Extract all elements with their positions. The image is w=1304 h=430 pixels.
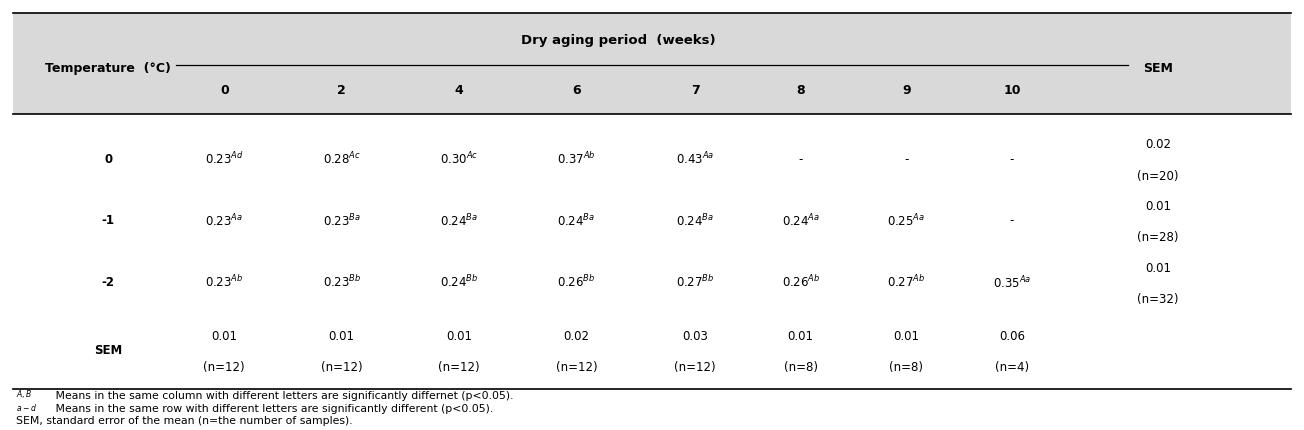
Text: 8: 8 xyxy=(797,84,805,97)
Text: SEM: SEM xyxy=(1144,62,1172,75)
Text: (n=12): (n=12) xyxy=(438,361,480,374)
Text: 0.26$^{Ab}$: 0.26$^{Ab}$ xyxy=(781,275,820,290)
Text: 2: 2 xyxy=(338,84,346,97)
Text: Means in the same column with different letters are significantly differnet (p<0: Means in the same column with different … xyxy=(52,390,514,401)
Text: 4: 4 xyxy=(455,84,463,97)
Text: -2: -2 xyxy=(102,276,115,289)
Text: 0.23$^{Bb}$: 0.23$^{Bb}$ xyxy=(322,275,361,290)
Text: -: - xyxy=(1009,214,1015,227)
Text: (n=32): (n=32) xyxy=(1137,293,1179,306)
Text: 0.24$^{Aa}$: 0.24$^{Aa}$ xyxy=(782,212,819,229)
Text: 0.27$^{Bb}$: 0.27$^{Bb}$ xyxy=(675,275,715,290)
Text: 0.01: 0.01 xyxy=(329,330,355,343)
Text: (n=12): (n=12) xyxy=(203,361,245,374)
Text: 0.01: 0.01 xyxy=(788,330,814,343)
Text: (n=28): (n=28) xyxy=(1137,231,1179,244)
Text: 0.28$^{Ac}$: 0.28$^{Ac}$ xyxy=(323,151,360,167)
Text: 0.23$^{Ab}$: 0.23$^{Ab}$ xyxy=(205,275,244,290)
Text: 0.01: 0.01 xyxy=(893,330,919,343)
Text: Dry aging period  (weeks): Dry aging period (weeks) xyxy=(520,34,716,47)
Text: 0.30$^{Ac}$: 0.30$^{Ac}$ xyxy=(439,151,479,167)
Text: (n=12): (n=12) xyxy=(674,361,716,374)
Text: 0.24$^{Bb}$: 0.24$^{Bb}$ xyxy=(439,275,479,290)
Text: 0.25$^{Aa}$: 0.25$^{Aa}$ xyxy=(888,212,925,229)
Text: $^{a-d}$: $^{a-d}$ xyxy=(16,403,37,414)
Text: 0.37$^{Ab}$: 0.37$^{Ab}$ xyxy=(557,151,596,167)
Text: 0.01: 0.01 xyxy=(446,330,472,343)
Text: 0.27$^{Ab}$: 0.27$^{Ab}$ xyxy=(887,275,926,290)
Text: -: - xyxy=(798,153,803,166)
Text: 0.23$^{Ba}$: 0.23$^{Ba}$ xyxy=(322,212,361,229)
Text: 0.01: 0.01 xyxy=(1145,200,1171,213)
Text: (n=12): (n=12) xyxy=(556,361,597,374)
Text: 0.02: 0.02 xyxy=(563,330,589,343)
Text: -1: -1 xyxy=(102,214,115,227)
Text: (n=12): (n=12) xyxy=(321,361,363,374)
Bar xyxy=(13,13,1291,114)
Text: SEM: SEM xyxy=(94,344,123,357)
Text: 10: 10 xyxy=(1003,84,1021,97)
Text: 0.26$^{Bb}$: 0.26$^{Bb}$ xyxy=(557,275,596,290)
Text: (n=20): (n=20) xyxy=(1137,170,1179,183)
Text: (n=8): (n=8) xyxy=(784,361,818,374)
Text: 0: 0 xyxy=(104,153,112,166)
Text: 0.35$^{Aa}$: 0.35$^{Aa}$ xyxy=(992,274,1031,291)
Text: 7: 7 xyxy=(691,84,699,97)
Text: 0.24$^{Ba}$: 0.24$^{Ba}$ xyxy=(675,212,715,229)
Text: 0.02: 0.02 xyxy=(1145,138,1171,151)
Text: 0.01: 0.01 xyxy=(1145,262,1171,275)
Text: 0.24$^{Ba}$: 0.24$^{Ba}$ xyxy=(439,212,479,229)
Text: 0.06: 0.06 xyxy=(999,330,1025,343)
Text: Temperature  (°C): Temperature (°C) xyxy=(46,62,171,75)
Text: $^{A,B}$: $^{A,B}$ xyxy=(16,390,31,401)
Text: 0.01: 0.01 xyxy=(211,330,237,343)
Text: 0.23$^{Aa}$: 0.23$^{Aa}$ xyxy=(206,212,243,229)
Text: 0.03: 0.03 xyxy=(682,330,708,343)
Text: -: - xyxy=(1009,153,1015,166)
Text: (n=8): (n=8) xyxy=(889,361,923,374)
Text: 0.23$^{Ad}$: 0.23$^{Ad}$ xyxy=(205,151,244,167)
Text: SEM, standard error of the mean (n=the number of samples).: SEM, standard error of the mean (n=the n… xyxy=(16,416,352,427)
Text: Means in the same row with different letters are significantly different (p<0.05: Means in the same row with different let… xyxy=(52,403,493,414)
Text: 0.43$^{Aa}$: 0.43$^{Aa}$ xyxy=(675,151,715,167)
Text: 6: 6 xyxy=(572,84,580,97)
Text: 9: 9 xyxy=(902,84,910,97)
Bar xyxy=(13,114,1291,389)
Text: (n=4): (n=4) xyxy=(995,361,1029,374)
Text: 0: 0 xyxy=(220,84,228,97)
Text: -: - xyxy=(904,153,909,166)
Text: 0.24$^{Ba}$: 0.24$^{Ba}$ xyxy=(557,212,596,229)
